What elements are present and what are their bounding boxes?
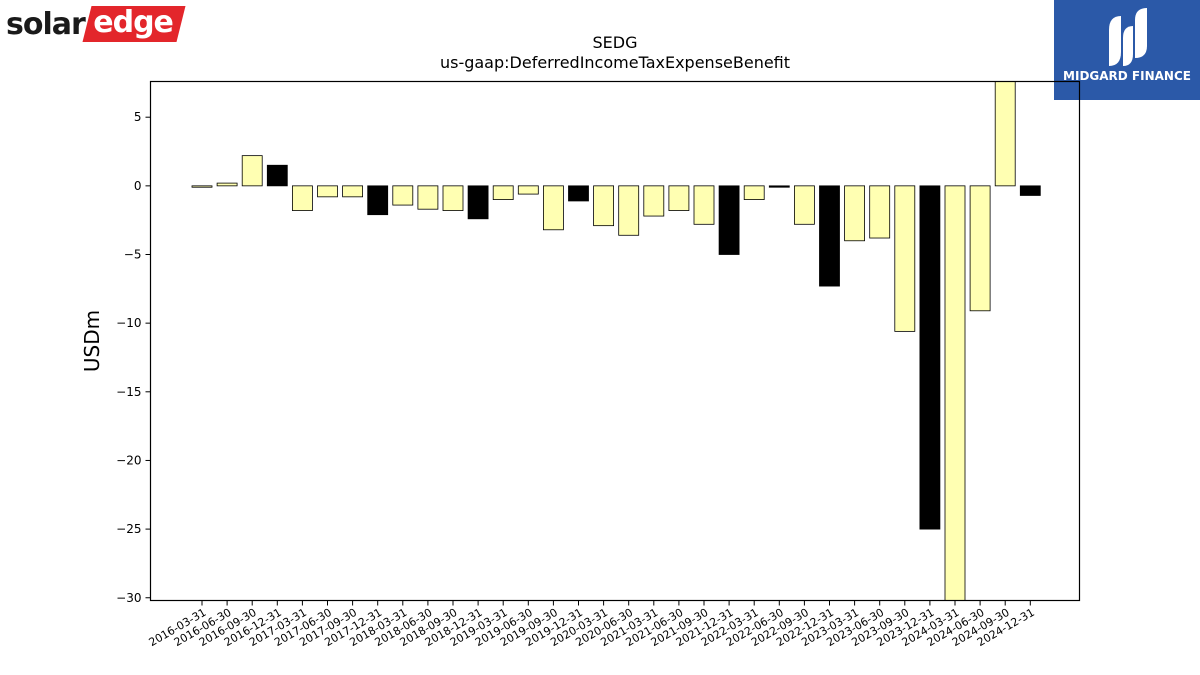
bars-group [191, 81, 1041, 601]
bar-2016-09-30 [241, 155, 263, 187]
bar-2017-06-30 [317, 185, 338, 198]
bar-2021-09-30 [693, 185, 715, 225]
x-axis-ticks: 2016-03-312016-06-302016-09-302016-12-31… [147, 600, 1037, 649]
bar-2024-06-30 [969, 185, 991, 312]
solaredge-logo: solar edge [6, 4, 185, 44]
y-tick-label: −30 [116, 591, 141, 605]
bar-2024-09-30 [994, 81, 1016, 187]
bar-2018-09-30 [442, 185, 464, 211]
bar-2019-12-31 [568, 185, 589, 202]
chart-title: SEDG [593, 33, 638, 52]
y-tick-label: 0 [134, 179, 142, 193]
bar-2017-03-31 [291, 185, 313, 211]
bar-2017-09-30 [342, 185, 364, 198]
plot-frame [149, 80, 1081, 602]
chart-subtitle: us-gaap:DeferredIncomeTaxExpenseBenefit [440, 53, 790, 72]
bar-2017-12-31 [367, 185, 389, 216]
y-tick-label: −15 [116, 385, 141, 399]
y-axis-ticks: 5 0 −5 −10 −15 −20 −25 −30 [116, 110, 151, 605]
y-tick-label: 5 [134, 110, 142, 124]
bar-2023-12-31 [919, 185, 941, 530]
bar-2023-03-31 [844, 185, 865, 242]
midgard-emblem-icon [1109, 8, 1147, 66]
bar-2022-12-31 [819, 185, 840, 287]
bar-2021-06-30 [668, 185, 690, 211]
bar-2016-06-30 [216, 182, 238, 187]
bar-2021-03-31 [643, 185, 665, 217]
bar-2018-03-31 [392, 185, 414, 206]
bar-2019-03-31 [492, 185, 514, 200]
bar-2022-09-30 [794, 185, 815, 225]
bar-2016-12-31 [266, 164, 288, 187]
bar-2016-03-31 [191, 185, 213, 188]
bar-2024-03-31 [944, 185, 966, 601]
bar-2023-06-30 [869, 185, 891, 239]
bar-2020-03-31 [593, 185, 614, 227]
bar-2021-12-31 [718, 185, 740, 255]
bar-2024-12-31 [1019, 185, 1041, 196]
y-tick-label: −25 [116, 522, 141, 536]
bar-2020-06-30 [618, 185, 640, 236]
y-tick-label: −5 [124, 248, 142, 262]
midgard-finance-text: MIDGARD FINANCE [1063, 69, 1191, 83]
bar-2019-06-30 [517, 185, 539, 195]
bar-2019-09-30 [543, 185, 564, 231]
bar-2022-03-31 [743, 185, 765, 200]
logo-text-solar: solar [6, 6, 86, 42]
bar-2018-06-30 [417, 185, 439, 210]
y-tick-label: −20 [116, 453, 141, 467]
y-axis-label: USDm [80, 310, 104, 372]
midgard-finance-logo: MIDGARD FINANCE [1054, 0, 1200, 100]
bar-2022-06-30 [768, 185, 790, 188]
bar-2023-09-30 [894, 185, 916, 332]
bar-2018-12-31 [467, 185, 489, 220]
y-tick-label: −10 [116, 316, 141, 330]
